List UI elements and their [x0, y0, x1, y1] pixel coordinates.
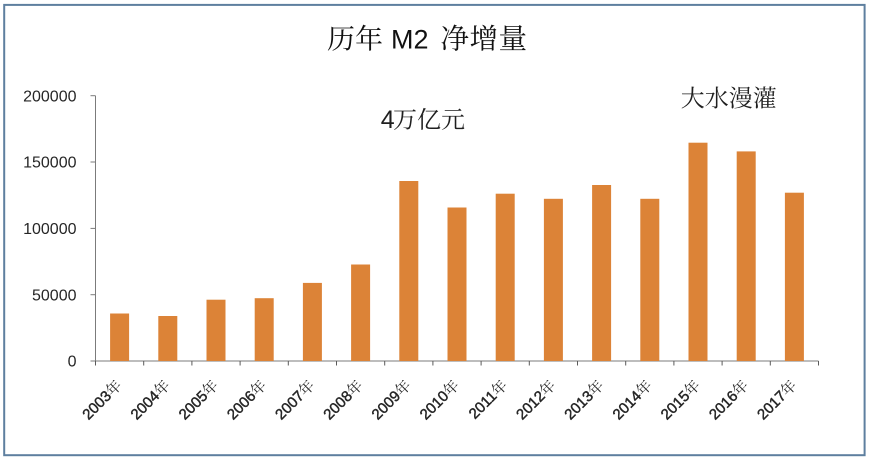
svg-text:0: 0	[68, 354, 77, 371]
svg-text:200000: 200000	[23, 88, 76, 105]
svg-text:100000: 100000	[23, 221, 76, 238]
svg-text:50000: 50000	[32, 287, 77, 304]
svg-text:150000: 150000	[23, 155, 76, 172]
svg-text:4: 4	[381, 106, 395, 134]
svg-text:M2: M2	[391, 25, 429, 55]
